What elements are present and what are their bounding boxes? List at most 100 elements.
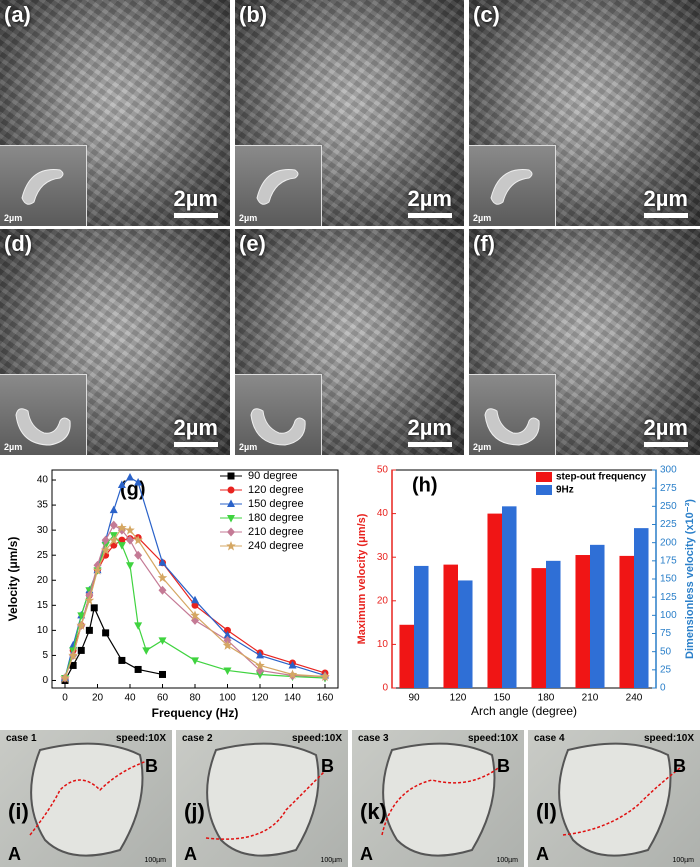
- sem-image: 2µm (f) 2µm: [469, 229, 700, 455]
- x-tick-label: 80: [189, 693, 201, 704]
- point: [84, 595, 95, 605]
- y2-tick-label: 200: [660, 537, 677, 548]
- legend-label: 180 degree: [248, 512, 304, 524]
- legend-label: 150 degree: [248, 498, 304, 510]
- speed-label: speed:10X: [291, 733, 342, 744]
- bar: [575, 555, 590, 688]
- sem-image: 2µm (c) 2µm: [469, 0, 700, 226]
- case-label: case 1: [6, 733, 37, 744]
- point: [118, 656, 126, 664]
- point: [227, 527, 235, 537]
- point: [191, 595, 199, 604]
- legend-swatch: [536, 472, 552, 482]
- sem-image: 2µm (a) 2µm: [0, 0, 230, 226]
- point: [77, 612, 86, 620]
- point: [158, 558, 167, 566]
- y2-tick-label: 50: [660, 646, 672, 657]
- point: [118, 536, 126, 544]
- point: [117, 480, 126, 489]
- legend-label: 9Hz: [556, 485, 574, 496]
- inset-scale: 2µm: [4, 442, 23, 452]
- point: [101, 535, 110, 545]
- point: [157, 572, 168, 583]
- inset-scale: 2µm: [473, 213, 492, 223]
- legend-label: 210 degree: [248, 526, 304, 538]
- sem-image: 2µm (b) 2µm: [235, 0, 464, 226]
- point: [126, 562, 134, 570]
- panel-label: (l): [536, 799, 557, 824]
- y-tick-label: 40: [377, 508, 389, 519]
- speed-label: speed:10X: [115, 733, 166, 744]
- point: [133, 535, 143, 545]
- scale-bar: 2µm: [174, 186, 218, 218]
- bar: [634, 528, 649, 688]
- y-tick-label: 50: [377, 465, 389, 476]
- scale-bar: 2µm: [174, 415, 218, 447]
- x-axis-label: Arch angle (degree): [471, 704, 577, 718]
- y-tick-label: 10: [37, 625, 49, 636]
- x-tick-label: 210: [582, 693, 599, 704]
- point: [117, 542, 126, 550]
- trajectory: [558, 742, 681, 857]
- point: [227, 472, 235, 480]
- y2-tick-label: 175: [660, 555, 677, 566]
- inset-shape: [21, 169, 64, 205]
- x-tick-label: 120: [450, 693, 467, 704]
- y-tick-label: 35: [37, 500, 49, 511]
- inset-scale: 2µm: [473, 442, 492, 452]
- point: [256, 671, 264, 679]
- scale-bar: 100µm: [144, 857, 166, 864]
- point: [227, 486, 235, 494]
- y-tick-label: 0: [42, 675, 48, 686]
- sem-image: 2µm (e) 2µm: [235, 229, 464, 455]
- x-tick-label: 120: [252, 693, 269, 704]
- start-label: A: [184, 844, 197, 864]
- y-tick-label: 20: [37, 575, 49, 586]
- inset-image: 2µm: [235, 374, 322, 455]
- point: [191, 657, 199, 665]
- start-label: A: [8, 844, 21, 864]
- point: [223, 635, 232, 645]
- y-tick-label: 5: [42, 650, 48, 661]
- sem-image: 2µm (d) 2µm: [0, 229, 230, 455]
- y-tick-label: 10: [377, 639, 389, 650]
- point: [158, 637, 167, 645]
- inset-scale: 2µm: [4, 213, 23, 223]
- chart-g: 0 5 10 15 20 25 30 35 40 0 20 40 60 80 100 120 140 160 Fre…: [6, 469, 339, 720]
- trajectory: [29, 742, 151, 857]
- bar: [414, 565, 429, 688]
- x-tick-label: 20: [92, 693, 104, 704]
- panel-label: (b): [239, 2, 268, 27]
- speed-label: speed:10X: [643, 733, 694, 744]
- point: [85, 626, 93, 634]
- x-tick-label: 0: [62, 693, 68, 704]
- x-tick-label: 180: [538, 693, 555, 704]
- y2-tick-label: 0: [660, 683, 666, 694]
- point: [100, 545, 111, 555]
- panel-label: (a): [4, 2, 31, 27]
- point: [226, 541, 236, 551]
- scale-bar: 100µm: [672, 857, 694, 864]
- point: [92, 565, 103, 575]
- point: [60, 672, 70, 683]
- y-tick-label: 30: [37, 525, 49, 536]
- y2-tick-label: 275: [660, 483, 677, 494]
- point: [158, 585, 167, 595]
- point: [222, 640, 233, 650]
- inset-shape: [15, 408, 71, 446]
- bar: [619, 555, 634, 688]
- y-axis-label: Velocity (μm/s): [6, 537, 20, 622]
- point: [223, 667, 232, 675]
- y-tick-label: 30: [377, 552, 389, 563]
- point: [117, 522, 127, 533]
- panel-label: (j): [184, 799, 205, 824]
- x-tick-label: 140: [284, 693, 301, 704]
- x-tick-label: 100: [219, 693, 236, 704]
- point: [93, 560, 102, 570]
- trajectory: [205, 742, 327, 857]
- video-frame: case 1 speed:10X (i) A B 100µm: [0, 730, 172, 867]
- panel-label: (h): [412, 474, 438, 496]
- inset-image: 2µm: [469, 374, 556, 455]
- legend-label: step-out frequency: [556, 472, 646, 483]
